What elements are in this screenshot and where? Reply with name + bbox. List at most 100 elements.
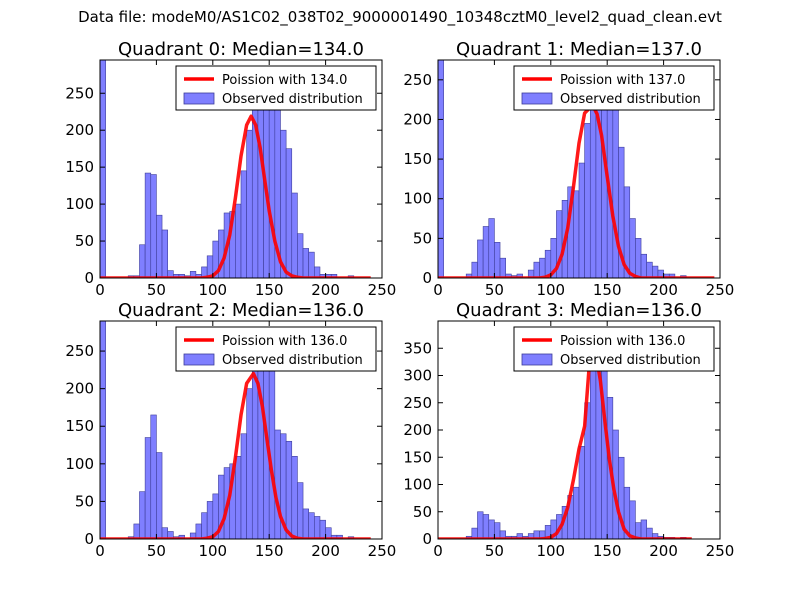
- legend-label-observed: Observed distribution: [222, 92, 363, 107]
- x-tick-label: 200: [649, 281, 678, 299]
- legend-label-poisson: Poission with 136.0: [560, 334, 685, 349]
- histogram-bar: [578, 162, 585, 278]
- y-tick-label: 0: [422, 530, 432, 548]
- y-tick-label: 150: [65, 417, 94, 435]
- x-tick-label: 200: [311, 542, 340, 560]
- histogram-bar: [533, 261, 540, 278]
- histogram-bar: [285, 440, 293, 539]
- histogram-bar: [268, 347, 276, 539]
- histogram-bar: [635, 238, 642, 278]
- histogram-bar: [274, 429, 281, 539]
- legend: Poission with 134.0 Observed distribution: [175, 65, 377, 111]
- histogram-bar: [302, 508, 309, 539]
- y-tick-label: 0: [84, 530, 94, 548]
- x-tick-label: 100: [198, 281, 227, 299]
- poisson-line: [100, 371, 371, 539]
- histogram-bar: [297, 233, 304, 278]
- x-tick-label: 150: [593, 542, 622, 560]
- x-tick-label: 150: [255, 281, 284, 299]
- histogram-bar: [573, 486, 580, 539]
- histogram-bar: [319, 519, 326, 539]
- histogram-bar: [280, 129, 287, 278]
- x-tick-label: 50: [485, 542, 504, 560]
- y-tick-label: 250: [403, 394, 432, 412]
- legend-label-poisson: Poission with 136.0: [222, 334, 347, 349]
- histogram-bar: [640, 253, 647, 278]
- histogram-bar: [144, 437, 152, 539]
- histogram-bar: [291, 192, 298, 278]
- histogram-bar: [499, 530, 506, 539]
- histogram-bar: [640, 519, 647, 539]
- legend-label-observed: Observed distribution: [560, 353, 701, 368]
- histogram-bar: [246, 129, 253, 278]
- axes-frame: [99, 59, 383, 279]
- histogram-bar: [629, 500, 636, 539]
- subplot-2: 0 50 100 150 200 250 0 50 100 150 200 250 Quadrant 2…: [65, 300, 396, 560]
- subplot-title: Quadrant 3: Median=136.0: [456, 300, 702, 321]
- y-tick-label: 200: [403, 421, 432, 439]
- y-tick-label: 150: [403, 150, 432, 168]
- histogram-bar: [235, 456, 242, 539]
- histogram-bar: [612, 95, 619, 278]
- legend: Poission with 136.0 Observed distribution: [175, 326, 377, 372]
- histogram-bar: [589, 345, 597, 539]
- y-tick-label: 250: [65, 84, 94, 102]
- histogram-bar: [477, 511, 484, 539]
- x-tick-label: 0: [95, 281, 105, 299]
- legend-bar-swatch: [183, 353, 215, 366]
- histogram-bar: [144, 172, 152, 278]
- x-tick-label: 100: [536, 542, 565, 560]
- axes-frame: [437, 59, 721, 279]
- figure-suptitle: Data file: modeM0/AS1C02_038T02_90000014…: [78, 8, 722, 26]
- histogram-bar: [539, 257, 546, 278]
- histogram-bar: [308, 251, 315, 278]
- histogram-bar: [488, 218, 495, 278]
- histogram-bar: [668, 273, 676, 278]
- y-tick-label: 100: [403, 476, 432, 494]
- x-tick-label: 150: [593, 281, 622, 299]
- y-tick-label: 0: [422, 269, 432, 287]
- histogram-bar: [308, 512, 315, 539]
- histogram-bar: [246, 388, 253, 539]
- y-tick-label: 200: [65, 121, 94, 139]
- histogram-bar: [584, 123, 591, 278]
- histogram-bar: [268, 96, 276, 278]
- x-tick-label: 250: [706, 281, 735, 299]
- histogram-bar: [100, 321, 106, 539]
- x-tick-label: 200: [311, 281, 340, 299]
- x-tick-label: 0: [433, 542, 443, 560]
- histogram-bar: [516, 273, 523, 278]
- histogram-bar: [161, 229, 168, 278]
- histogram-bar: [133, 523, 140, 539]
- y-tick-label: 100: [403, 190, 432, 208]
- histogram-bar: [573, 190, 580, 278]
- legend-label-observed: Observed distribution: [222, 353, 363, 368]
- legend-bar-swatch: [183, 92, 215, 105]
- legend-label-observed: Observed distribution: [560, 92, 701, 107]
- histogram-bar: [499, 257, 506, 278]
- histogram-bar: [494, 522, 501, 539]
- y-tick-label: 350: [403, 339, 432, 357]
- histogram-bar: [240, 170, 247, 278]
- y-tick-label: 100: [65, 195, 94, 213]
- legend-label-poisson: Poission with 137.0: [560, 73, 685, 88]
- y-tick-label: 150: [403, 448, 432, 466]
- legend-label-poisson: Poission with 134.0: [222, 73, 347, 88]
- histogram-bar: [150, 174, 157, 278]
- legend: Poission with 137.0 Observed distribution: [513, 65, 715, 111]
- subplot-0: 0 50 100 150 200 250 0 50 100 150 200 250 Quadrant 0…: [65, 39, 396, 299]
- histogram-bar: [578, 446, 585, 539]
- plot-area: [100, 321, 371, 539]
- histogram-bar: [652, 265, 659, 278]
- x-tick-label: 50: [485, 281, 504, 299]
- x-tick-label: 150: [255, 542, 284, 560]
- histogram-bar: [156, 452, 163, 539]
- x-tick-label: 250: [706, 542, 735, 560]
- histogram-bar: [195, 523, 202, 539]
- x-tick-label: 50: [147, 542, 166, 560]
- legend-box: [513, 65, 715, 111]
- histogram-bar: [285, 148, 293, 278]
- legend-bar-swatch: [521, 92, 553, 105]
- subplot-title: Quadrant 2: Median=136.0: [118, 300, 364, 321]
